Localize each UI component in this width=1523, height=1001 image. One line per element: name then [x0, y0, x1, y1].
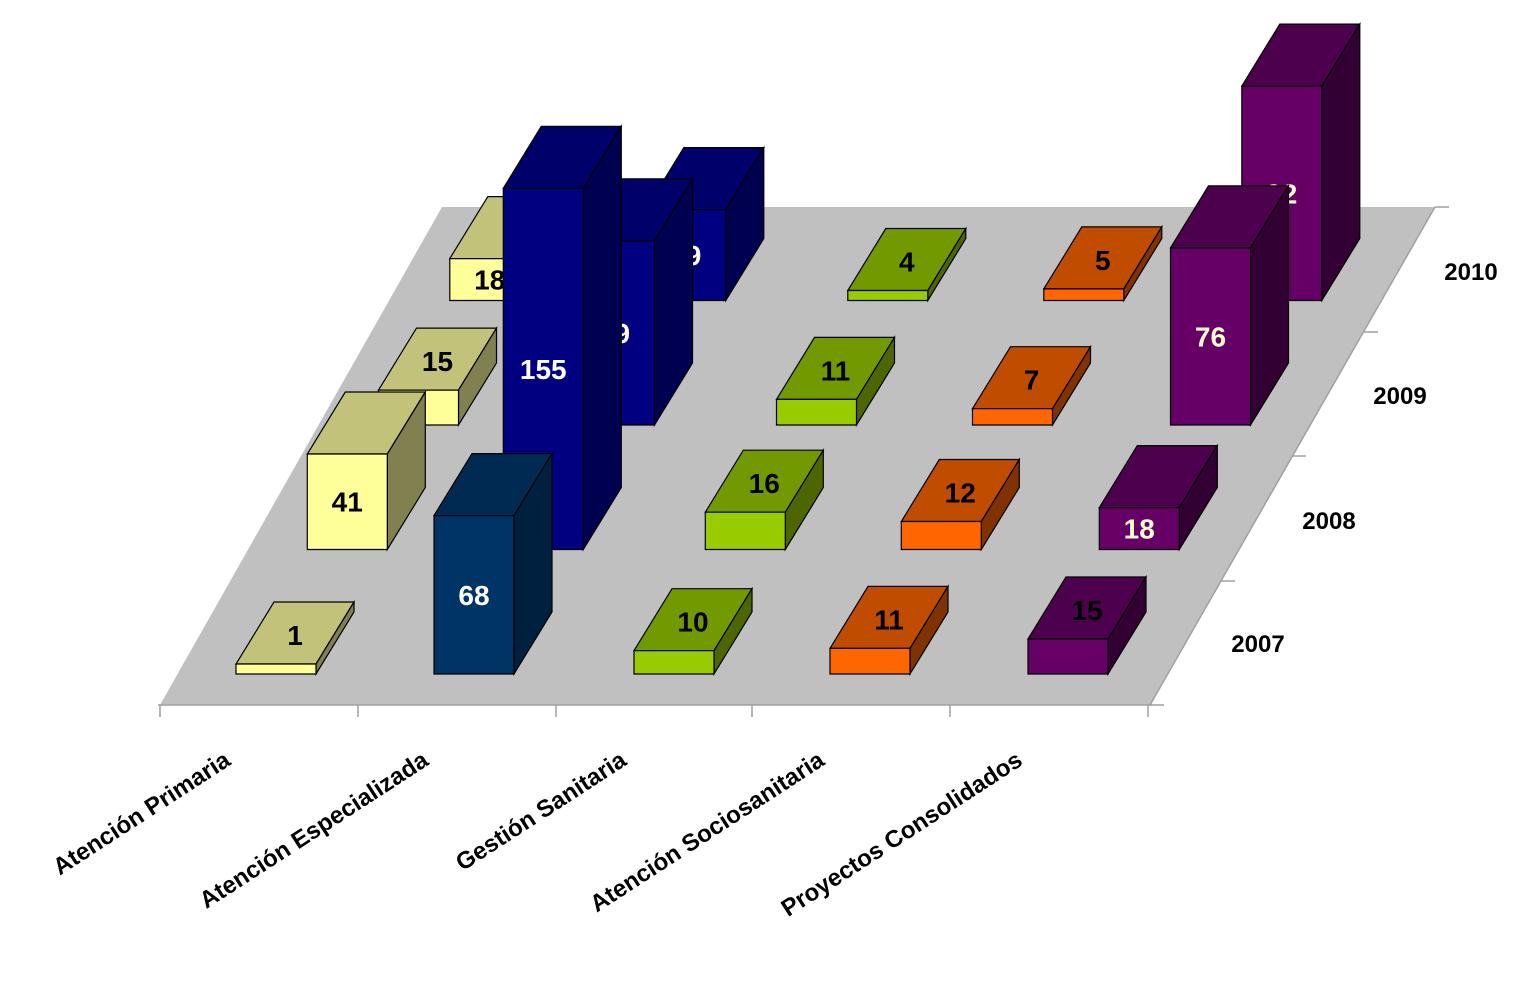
data-label: 7 [1024, 365, 1040, 396]
bar-front [306, 453, 388, 551]
bar: 18 [1098, 443, 1219, 552]
bar: 15 [1026, 574, 1148, 677]
data-label: 18 [1124, 514, 1155, 545]
bar-front [1169, 247, 1252, 426]
data-label: 155 [520, 354, 567, 385]
bar-front [900, 520, 982, 551]
category-label: Gestión Sanitaria [451, 746, 632, 877]
data-label: 68 [458, 580, 489, 611]
bar: 7 [971, 344, 1092, 428]
bar: 5 [1042, 224, 1163, 303]
data-label: 11 [821, 355, 851, 386]
bar-front [633, 650, 715, 675]
data-label: 15 [422, 346, 453, 377]
series-label: 2007 [1231, 631, 1284, 658]
data-label: 12 [945, 478, 976, 509]
bar-front [433, 514, 515, 675]
bar: 68 [432, 451, 554, 677]
data-label: 18 [474, 265, 505, 296]
bar: 11 [828, 584, 950, 677]
bar: 16 [704, 448, 825, 552]
bar-front [775, 398, 858, 426]
bar: 76 [1169, 183, 1290, 428]
data-label: 11 [874, 604, 904, 635]
category-label: Atención Primaria [48, 746, 236, 881]
bar: 11 [775, 335, 896, 428]
bar-side [582, 124, 622, 552]
bar-front [971, 408, 1054, 426]
data-label: 5 [1095, 245, 1111, 276]
data-label: 10 [677, 607, 708, 638]
bars-layer: 1839459215791177641155161218168101115 [234, 21, 1361, 677]
bar-front [1027, 638, 1109, 675]
bar: 4 [846, 226, 967, 303]
bar-front [704, 511, 786, 551]
bar-front [847, 289, 929, 302]
data-label: 4 [899, 247, 915, 278]
bar-front [1043, 288, 1125, 302]
series-label: 2008 [1302, 508, 1355, 535]
bar-front [1098, 507, 1180, 551]
series-label: 2009 [1373, 383, 1426, 410]
data-label: 1 [287, 620, 303, 651]
bar: 1 [234, 599, 356, 677]
bar: 12 [900, 457, 1021, 552]
axis-layer [158, 206, 1449, 717]
data-label: 15 [1071, 595, 1102, 626]
bar-front [829, 647, 911, 675]
data-label: 76 [1195, 321, 1226, 352]
data-label: 16 [749, 468, 780, 499]
series-label: 2010 [1444, 259, 1497, 286]
bar-front [235, 663, 317, 675]
bar: 10 [632, 586, 754, 677]
bar: 41 [306, 389, 427, 552]
data-label: 41 [332, 487, 363, 518]
